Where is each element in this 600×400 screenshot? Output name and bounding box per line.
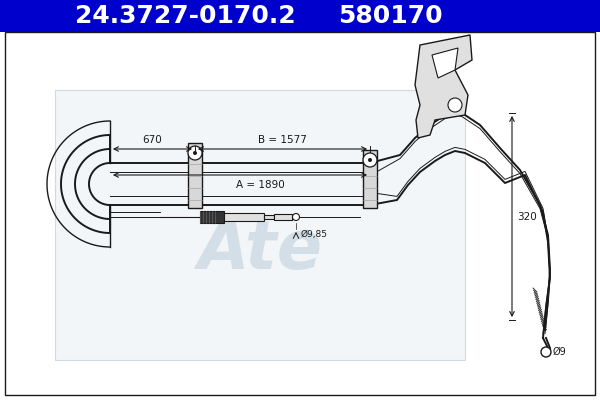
Bar [363, 150, 377, 208]
Text: B = 1577: B = 1577 [258, 135, 307, 145]
Circle shape [193, 151, 197, 155]
Bar [0, 0, 600, 32]
Text: 580170: 580170 [338, 4, 442, 28]
Text: 24.3727-0170.2: 24.3727-0170.2 [74, 4, 295, 28]
Bar [200, 211, 224, 223]
Bar [274, 214, 292, 220]
Text: 320: 320 [517, 212, 537, 222]
Circle shape [188, 146, 202, 160]
Polygon shape [432, 48, 458, 78]
Circle shape [363, 153, 377, 167]
Bar [224, 213, 264, 221]
Text: Ø9: Ø9 [553, 347, 567, 357]
Circle shape [293, 214, 299, 220]
Text: Ate: Ate [197, 217, 323, 283]
Circle shape [368, 158, 372, 162]
Bar [55, 90, 465, 360]
Text: A = 1890: A = 1890 [236, 180, 284, 190]
Circle shape [541, 347, 551, 357]
Polygon shape [415, 35, 472, 138]
Circle shape [448, 98, 462, 112]
Bar [264, 215, 274, 219]
Text: Ø9,85: Ø9,85 [301, 230, 328, 240]
Text: 670: 670 [143, 135, 163, 145]
Bar [188, 143, 202, 208]
